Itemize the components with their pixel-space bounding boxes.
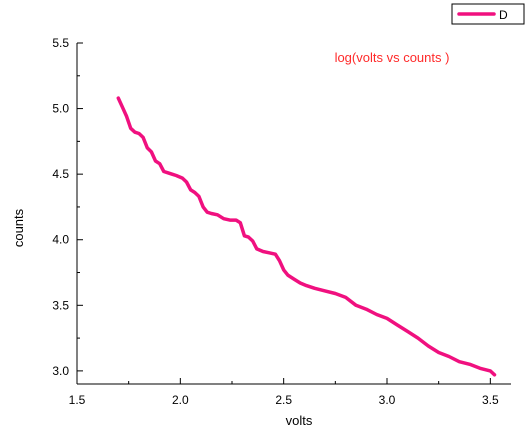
chart-annotation: log(volts vs counts ) — [335, 50, 450, 65]
x-tick-label: 2.5 — [275, 393, 292, 407]
legend: D — [451, 3, 525, 25]
y-tick-label: 4.0 — [52, 233, 69, 247]
y-tick-label: 3.0 — [52, 364, 69, 378]
axes — [76, 43, 511, 385]
x-tick-label: 1.5 — [69, 393, 86, 407]
y-axis-label: counts — [11, 208, 26, 247]
y-tick-label: 4.5 — [52, 167, 69, 181]
y-tick-label: 3.5 — [52, 298, 69, 312]
x-tick-label: 3.5 — [482, 393, 499, 407]
x-tick-label: 2.0 — [172, 393, 189, 407]
legend-label: D — [499, 8, 508, 22]
x-ticks: 1.5 2.0 2.5 3.0 3.5 — [69, 378, 499, 407]
y-tick-label: 5.0 — [52, 102, 69, 116]
x-tick-label: 3.0 — [379, 393, 396, 407]
series-line-D — [116, 96, 497, 377]
x-axis-label: volts — [286, 413, 313, 428]
y-tick-label: 5.5 — [52, 36, 69, 50]
y-ticks: 3.0 3.5 4.0 4.5 5.0 5.5 — [52, 36, 83, 378]
series-group — [116, 96, 497, 377]
